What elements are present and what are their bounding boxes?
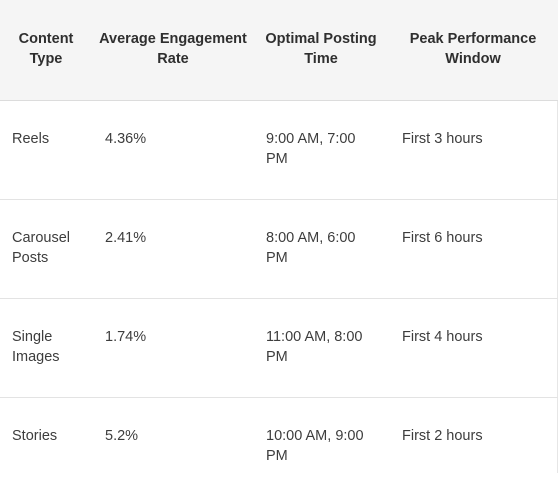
cell-engagement-rate: 1.74% bbox=[92, 298, 254, 398]
cell-performance-window: First 4 hours bbox=[388, 298, 558, 398]
cell-performance-window: First 6 hours bbox=[388, 199, 558, 299]
table-row: Single Images 1.74% 11:00 AM, 8:00 PM Fi… bbox=[0, 298, 558, 398]
cell-performance-window: First 3 hours bbox=[388, 100, 558, 200]
cell-posting-time: 9:00 AM, 7:00 PM bbox=[254, 100, 388, 200]
cell-content-type: Single Images bbox=[0, 298, 92, 398]
cell-engagement-rate: 2.41% bbox=[92, 199, 254, 299]
table-header: Content Type Average Engagement Rate Opt… bbox=[0, 0, 558, 101]
cell-engagement-rate: 5.2% bbox=[105, 427, 139, 444]
header-optimal-posting-time: Optimal Posting Time bbox=[254, 0, 388, 101]
cell-performance-window: First 2 hours bbox=[402, 427, 483, 444]
header-row: Content Type Average Engagement Rate Opt… bbox=[0, 0, 558, 101]
header-content-type: Content Type bbox=[0, 0, 92, 101]
engagement-table-container: Content Type Average Engagement Rate Opt… bbox=[0, 0, 558, 473]
table-row: Stories 5.2% 10:00 AM, 9:00 PM First 2 h… bbox=[0, 397, 558, 496]
table-body: Reels 4.36% 9:00 AM, 7:00 PM First 3 hou… bbox=[0, 100, 558, 496]
cell-posting-time: 11:00 AM, 8:00 PM bbox=[254, 298, 388, 398]
cell-content-type: Stories bbox=[12, 427, 58, 444]
cell-posting-time: 8:00 AM, 6:00 PM bbox=[254, 199, 388, 299]
header-peak-performance-window: Peak Performance Window bbox=[388, 0, 558, 101]
header-average-engagement-rate: Average Engagement Rate bbox=[92, 0, 254, 101]
cell-posting-time: 10:00 AM, 9:00 PM bbox=[266, 427, 364, 464]
table-row: Reels 4.36% 9:00 AM, 7:00 PM First 3 hou… bbox=[0, 100, 558, 200]
cell-engagement-rate: 4.36% bbox=[92, 100, 254, 200]
table-row: Carousel Posts 2.41% 8:00 AM, 6:00 PM Fi… bbox=[0, 199, 558, 299]
cell-content-type: Carousel Posts bbox=[0, 199, 92, 299]
cell-content-type: Reels bbox=[0, 100, 92, 200]
